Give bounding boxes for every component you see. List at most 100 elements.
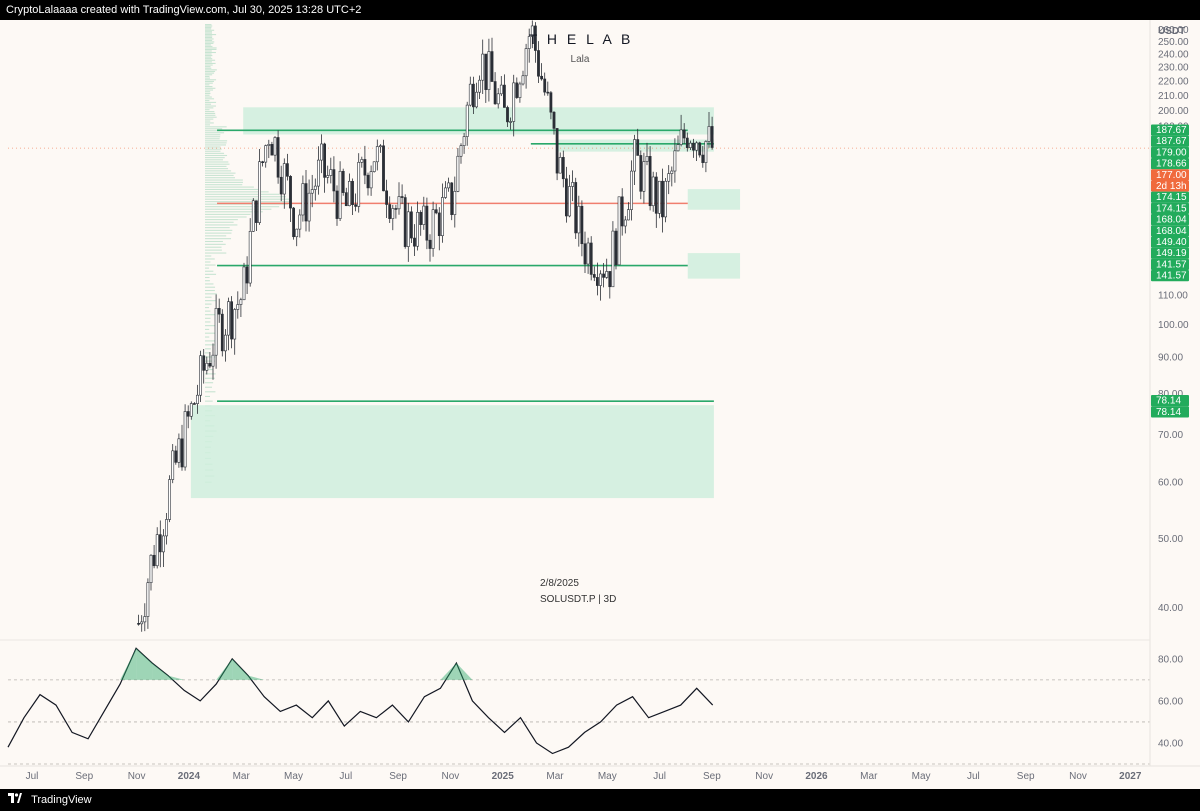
volume-profile-bar [205,287,215,288]
volume-profile-bar [205,136,220,137]
price-tag-label: 187.67 [1156,136,1187,147]
time-tick-label: Sep [1017,771,1035,782]
candle-body [324,144,326,177]
volume-profile-bar [205,168,228,169]
candle-body [683,130,685,138]
volume-profile-bar [205,64,213,65]
volume-profile-bar [205,241,223,242]
volume-profile-bar [205,79,216,80]
candle-body [351,181,353,204]
candle-body [255,201,257,223]
price-tick-label: 70.00 [1158,430,1183,441]
candle-body [426,206,428,240]
candle-body [333,170,335,191]
volume-profile-bar [205,95,210,96]
tradingview-logo-icon [8,789,22,811]
volume-profile-bar [205,55,212,56]
candle-body [320,144,322,160]
candle-body [696,143,698,150]
volume-profile-bar [205,216,247,217]
candle-body [280,177,282,194]
candle-body [513,83,515,122]
candle-body [150,555,152,582]
chart-title: T H E L A B [529,31,634,47]
candle-body [444,188,446,198]
candle-body [271,144,273,155]
lines-layer [8,130,1150,401]
price-tick-label: 110.00 [1158,291,1188,302]
time-tick-label: May [912,771,931,782]
candle-body [677,145,679,151]
volume-profile-bar [205,187,254,188]
price-tag-label: 78.14 [1156,396,1181,407]
candle-body [689,143,691,148]
candle-body [336,191,338,219]
candle-body [379,146,381,147]
volume-profile-bar [205,117,217,118]
volume-profile-bar [205,344,216,345]
candle-body [494,82,496,104]
rsi-overbought-fill [248,676,264,680]
volume-profile-bar [205,109,210,110]
volume-profile-bar [205,307,209,308]
volume-profile-bar [205,321,210,322]
candle-body [593,274,595,277]
volume-profile-bar [205,84,209,85]
volume-profile-bar [205,219,238,220]
volume-profile-bar [205,104,211,105]
candle-body [627,210,629,220]
candle-body [590,243,592,274]
candle-body [457,156,459,191]
volume-profile-bar [205,227,230,228]
candle-body [190,403,192,416]
rsi-overbought-fill [168,676,184,680]
candle-body [652,177,654,206]
volume-profile-bar [205,151,220,152]
volume-profile-bar [205,105,216,106]
volume-profile-bar [205,88,215,89]
candle-body [249,231,251,283]
volume-profile-bar [205,348,211,349]
volume-profile-bar [205,264,216,265]
candle-body [227,302,229,335]
candle-body [500,85,502,94]
candle-body [206,363,208,370]
candle-body [466,105,468,136]
volume-profile-bar [205,52,216,53]
date-label: 2/8/2025 [540,578,579,589]
volume-profile-bar [205,252,226,253]
candle-body [435,210,437,213]
candle-body [584,244,586,264]
volume-profile-bar [205,61,212,62]
rsi-overbought-fill [232,659,248,680]
candle-body [699,143,701,155]
candle-body [395,208,397,209]
volume-profile-bar [205,214,250,215]
candle-body [544,79,546,92]
volume-profile-bar [205,247,222,248]
candle-body [649,156,651,205]
volume-profile-bar [205,184,242,185]
candle-body [193,403,195,404]
candle-body [209,363,211,366]
candle-body [637,140,639,156]
volume-profile-bar [205,30,214,31]
volume-profile-bar [205,382,213,383]
candle-body [289,176,291,208]
candle-body [265,146,267,163]
volume-profile-bar [205,153,224,154]
candle-body [153,555,155,565]
volume-profile-bar [205,261,210,262]
volume-profile-bar [205,25,212,26]
volume-profile-bar [205,277,210,278]
candle-body [488,52,490,90]
volume-profile-bar [205,255,211,256]
volume-profile-bar [205,113,215,114]
price-tag-label: 78.14 [1156,407,1181,418]
time-tick-label: Nov [755,771,773,782]
time-tick-label: Nov [1069,771,1087,782]
volume-profile-bar [205,318,211,319]
volume-profile-bar [205,34,216,35]
rsi-panel: 40.0060.0080.00 [8,648,1183,764]
price-chart[interactable]: 40.00 60.00 80.00 40.00 50.00 60.00 70.00 80.0… [0,20,1200,789]
